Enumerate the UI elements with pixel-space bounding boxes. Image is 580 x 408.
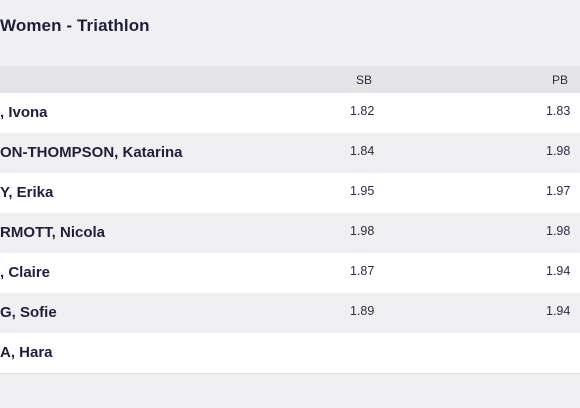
table-row[interactable]: ON-THOMPSON, Katarina 1.84 1.98: [0, 133, 580, 173]
personal-best: 1.94: [546, 304, 571, 318]
column-header-pb: PB: [552, 73, 569, 87]
athlete-name[interactable]: A, Hara: [0, 344, 53, 361]
athlete-name[interactable]: , Ivona: [0, 104, 48, 121]
personal-best: 1.98: [546, 144, 571, 158]
season-best: 1.98: [350, 224, 375, 238]
athlete-name[interactable]: ON-THOMPSON, Katarina: [0, 144, 183, 161]
season-best: 1.95: [350, 184, 375, 198]
table-row[interactable]: G, Sofie 1.89 1.94: [0, 293, 580, 333]
athlete-name[interactable]: , Claire: [0, 264, 51, 281]
event-title: Women - Triathlon: [0, 16, 150, 35]
column-header-sb: SB: [356, 73, 373, 87]
table-row[interactable]: A, Hara: [0, 333, 580, 373]
table-row[interactable]: Y, Erika 1.95 1.97: [0, 173, 580, 213]
athlete-name[interactable]: G, Sofie: [0, 304, 57, 321]
personal-best: 1.94: [546, 264, 571, 278]
season-best: 1.87: [350, 264, 375, 278]
results-table: SB PB , Ivona 1.82 1.83 ON-THOMPSON, Kat…: [0, 66, 580, 373]
personal-best: 1.97: [546, 184, 571, 198]
athlete-name[interactable]: RMOTT, Nicola: [0, 224, 106, 241]
table-row[interactable]: RMOTT, Nicola 1.98 1.98: [0, 213, 580, 253]
personal-best: 1.83: [546, 104, 571, 118]
personal-best: 1.98: [546, 224, 571, 238]
season-best: 1.89: [350, 304, 375, 318]
season-best: 1.84: [350, 144, 375, 158]
table-header: SB PB: [0, 66, 580, 93]
table-row[interactable]: , Claire 1.87 1.94: [0, 253, 580, 293]
season-best: 1.82: [350, 104, 375, 118]
table-row[interactable]: , Ivona 1.82 1.83: [0, 93, 580, 133]
athlete-name[interactable]: Y, Erika: [0, 184, 54, 201]
table-bottom-divider: [0, 373, 580, 374]
